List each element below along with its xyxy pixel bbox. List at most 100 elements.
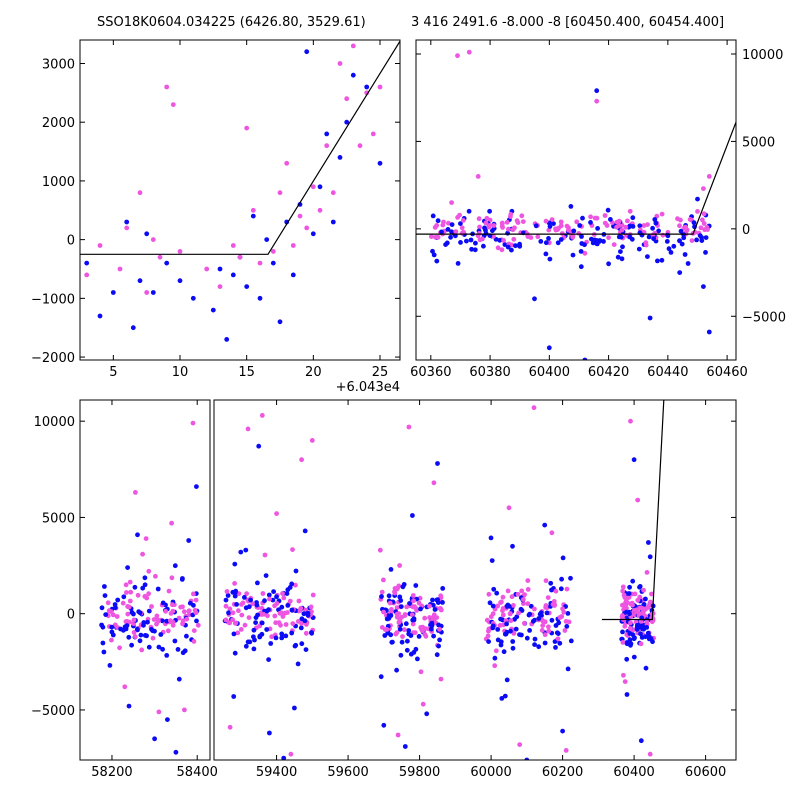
data-point xyxy=(432,225,438,230)
data-point xyxy=(235,630,241,636)
data-point xyxy=(624,692,630,697)
data-point xyxy=(527,628,532,633)
data-point xyxy=(630,215,636,221)
data-point xyxy=(264,627,270,632)
data-point xyxy=(268,641,274,646)
x-tick-label: 60200 xyxy=(542,765,583,780)
data-point xyxy=(691,220,697,226)
data-point xyxy=(701,211,707,217)
data-point xyxy=(290,621,296,626)
data-point xyxy=(484,215,490,221)
data-point xyxy=(290,547,295,552)
data-point xyxy=(634,627,640,632)
data-point xyxy=(605,207,611,213)
data-point xyxy=(137,190,143,196)
data-point xyxy=(281,755,287,760)
data-point xyxy=(289,581,295,587)
data-point xyxy=(643,665,649,671)
data-point xyxy=(303,630,309,636)
data-point xyxy=(681,235,687,241)
plot-area-bottom xyxy=(99,400,665,760)
data-point xyxy=(490,603,496,609)
data-point xyxy=(180,621,185,627)
data-point xyxy=(455,53,460,59)
data-point xyxy=(627,584,632,590)
data-point xyxy=(532,642,537,647)
data-point xyxy=(232,620,238,626)
data-point xyxy=(438,607,444,613)
data-point xyxy=(413,583,419,588)
data-point xyxy=(131,617,137,623)
data-point xyxy=(549,217,555,223)
data-point xyxy=(568,638,574,644)
y-tick-label: −1000 xyxy=(31,292,75,307)
data-point xyxy=(233,589,238,595)
data-point xyxy=(395,732,401,738)
data-point xyxy=(615,254,621,260)
data-point xyxy=(500,612,506,618)
data-point xyxy=(594,88,600,94)
data-point xyxy=(132,584,138,590)
data-point xyxy=(230,243,236,248)
data-point xyxy=(141,620,147,625)
data-point xyxy=(177,249,183,254)
data-point xyxy=(172,563,178,569)
y-tick-label: −2000 xyxy=(31,351,75,366)
data-point xyxy=(506,226,511,232)
data-point xyxy=(398,598,404,603)
data-point xyxy=(150,635,156,641)
data-point xyxy=(614,219,620,225)
data-point xyxy=(491,586,497,592)
data-point xyxy=(466,208,472,214)
x-tick-label: 60600 xyxy=(685,765,726,780)
data-point xyxy=(485,633,491,639)
data-point xyxy=(84,272,90,278)
data-point xyxy=(489,558,495,563)
x-tick-label: 60000 xyxy=(470,765,511,780)
data-point xyxy=(500,606,506,611)
data-point xyxy=(511,236,517,242)
data-point xyxy=(176,676,182,682)
data-point xyxy=(416,634,422,639)
data-point xyxy=(545,595,551,600)
data-point xyxy=(246,604,252,610)
axes-frame xyxy=(415,39,737,361)
data-point xyxy=(620,584,626,590)
data-point xyxy=(232,593,238,599)
data-point xyxy=(498,616,503,622)
data-point xyxy=(337,61,343,66)
data-point xyxy=(531,405,537,411)
data-point xyxy=(99,605,105,611)
data-point xyxy=(403,621,409,627)
data-point xyxy=(290,272,296,278)
data-point xyxy=(377,160,383,166)
axes-frame-left xyxy=(79,399,211,761)
data-point xyxy=(431,480,437,486)
data-point xyxy=(310,184,316,190)
data-point xyxy=(394,667,399,673)
data-point xyxy=(390,639,395,645)
data-point xyxy=(231,631,237,637)
x-tick-label: 60360 xyxy=(410,365,451,380)
data-point xyxy=(606,261,611,267)
data-point xyxy=(650,639,655,645)
data-point xyxy=(698,225,704,231)
data-point xyxy=(101,649,107,655)
data-point xyxy=(570,234,576,240)
data-point xyxy=(297,213,303,219)
data-point xyxy=(224,337,230,342)
data-point xyxy=(299,621,304,626)
data-point xyxy=(519,632,524,638)
data-point xyxy=(115,597,121,603)
data-point xyxy=(164,618,170,624)
data-point xyxy=(517,742,523,747)
data-point xyxy=(396,611,402,616)
data-point xyxy=(431,633,436,639)
data-point xyxy=(176,615,182,621)
data-point xyxy=(140,585,146,591)
data-point xyxy=(144,231,150,237)
data-point xyxy=(641,606,647,612)
data-point xyxy=(150,290,156,295)
data-point xyxy=(411,650,417,655)
data-point xyxy=(364,84,370,90)
